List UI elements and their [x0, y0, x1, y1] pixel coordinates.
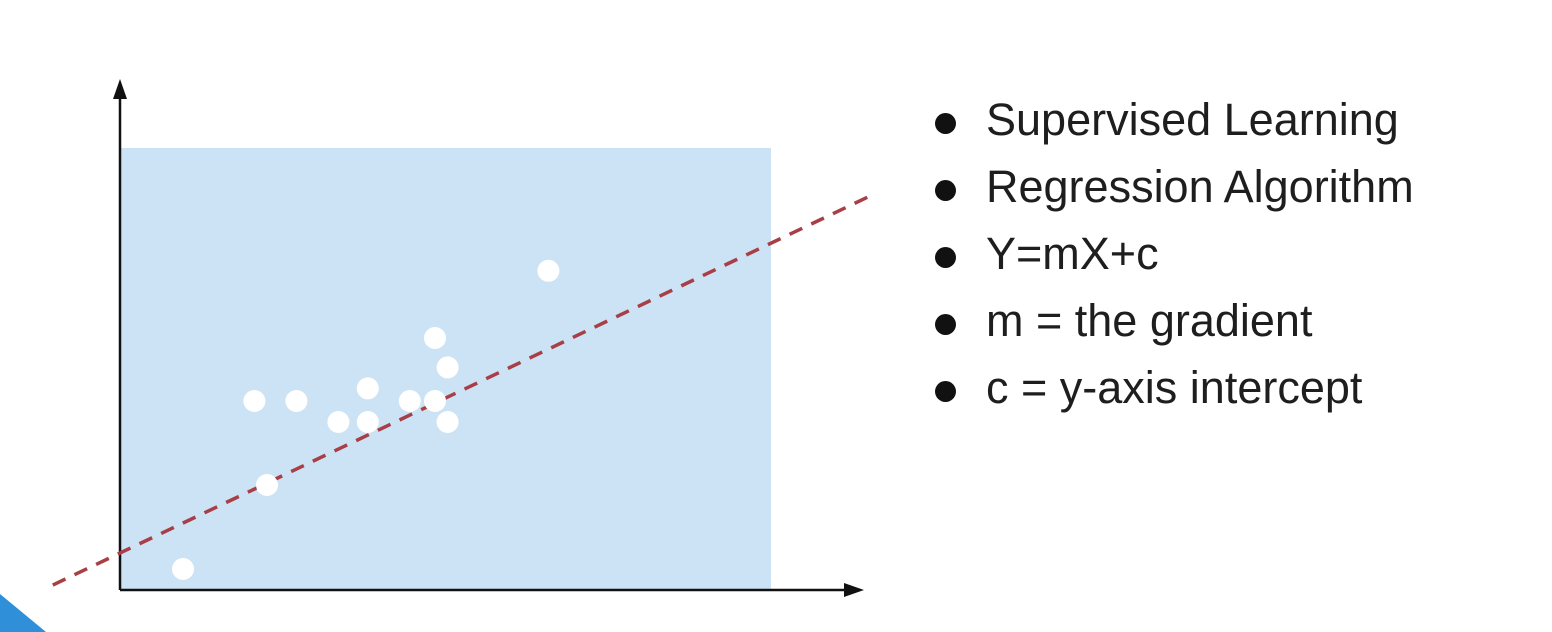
bullet-dot — [935, 314, 956, 335]
bullet-text: c = y-axis intercept — [986, 362, 1363, 413]
bullet-list: Supervised Learning Regression Algorithm… — [928, 86, 1414, 421]
data-point — [243, 390, 266, 412]
bullet-text: m = the gradient — [986, 295, 1313, 346]
bullet-item: c = y-axis intercept — [928, 354, 1414, 421]
data-point — [285, 390, 308, 412]
data-point — [356, 411, 379, 433]
bullet-item: m = the gradient — [928, 287, 1414, 354]
bullet-dot — [935, 247, 956, 268]
bullet-item: Regression Algorithm — [928, 153, 1414, 220]
bullet-dot — [935, 381, 956, 402]
corner-accent-shape — [0, 594, 46, 632]
bullet-text: Supervised Learning — [986, 94, 1399, 145]
data-point — [327, 411, 350, 433]
data-point — [356, 377, 379, 400]
bullet-text: Y=mX+c — [986, 228, 1159, 279]
x-axis-arrow — [844, 583, 864, 597]
data-point — [537, 259, 560, 282]
data-point — [398, 390, 421, 412]
y-axis-arrow — [113, 79, 127, 99]
bullet-text: Regression Algorithm — [986, 161, 1414, 212]
data-point — [424, 327, 446, 349]
bullet-item: Supervised Learning — [928, 86, 1414, 153]
data-point — [424, 390, 446, 412]
data-point — [256, 474, 278, 496]
trend-line — [52, 193, 873, 587]
data-point — [436, 356, 459, 379]
data-point — [172, 558, 194, 580]
bullet-dot — [935, 180, 956, 201]
bullet-item: Y=mX+c — [928, 220, 1414, 287]
bullet-dot — [935, 113, 956, 134]
data-point — [436, 411, 459, 433]
